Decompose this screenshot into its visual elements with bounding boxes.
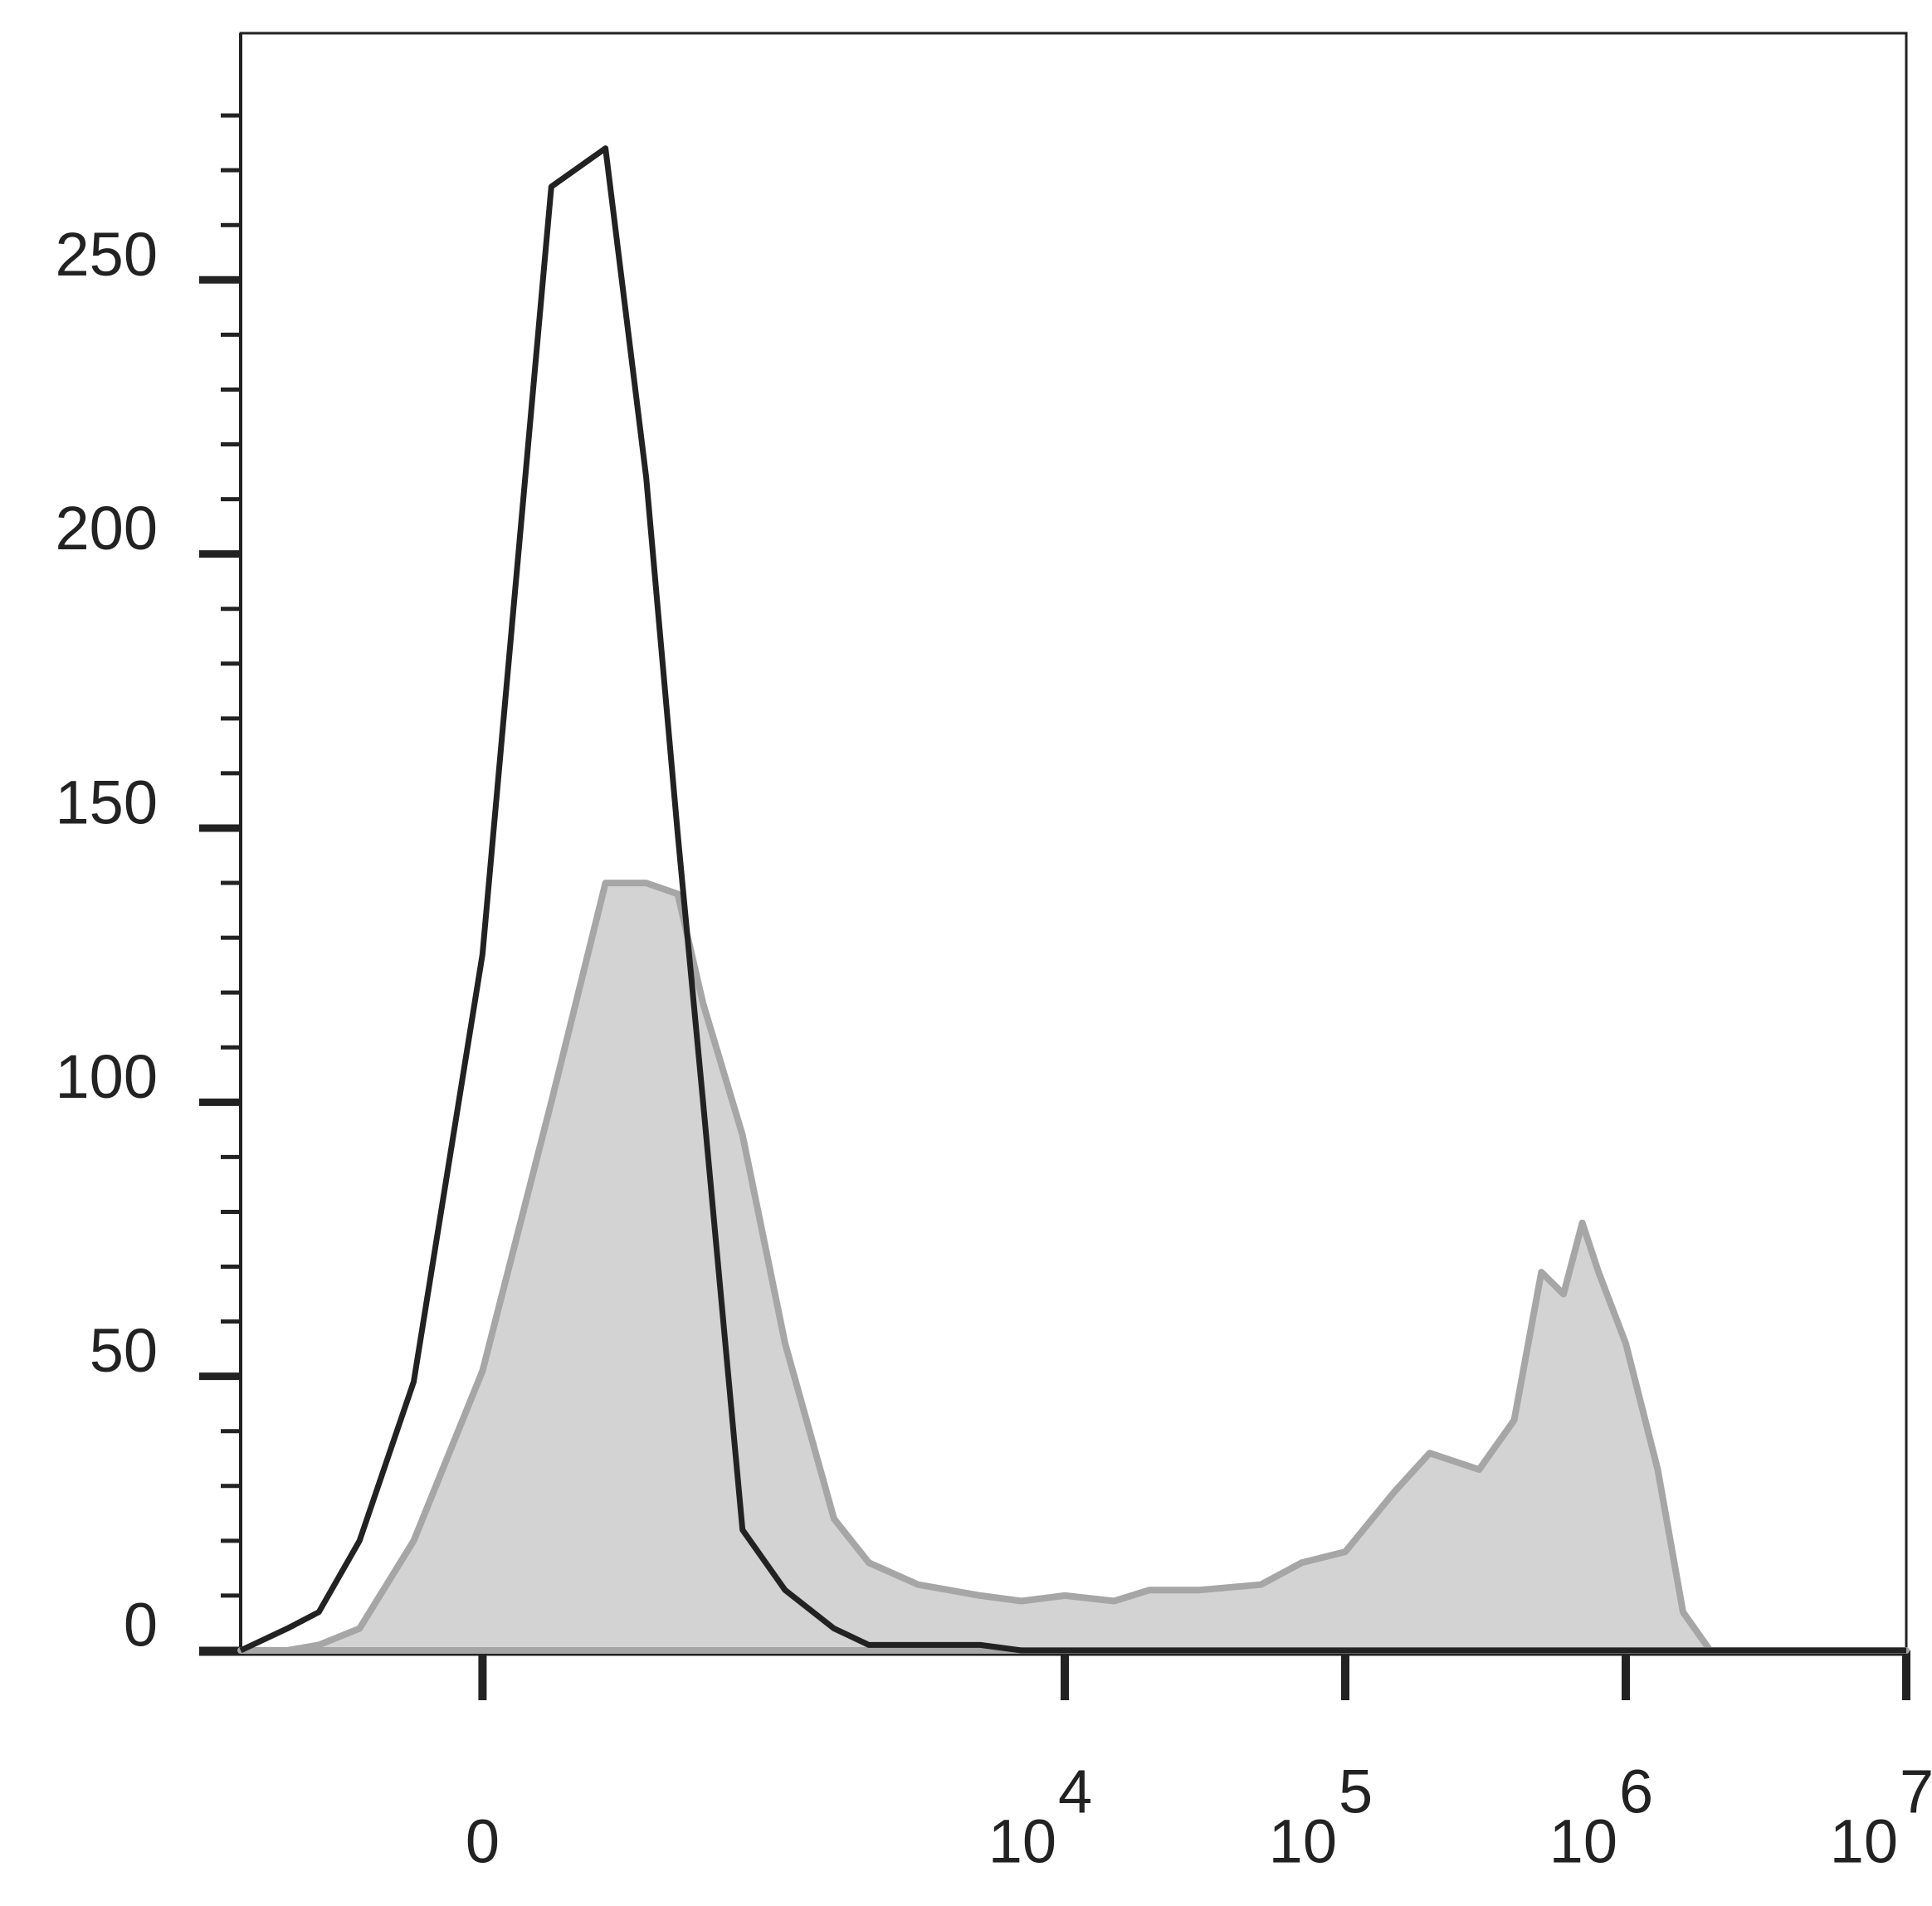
x-tick-label: 10 (988, 1807, 1056, 1876)
x-tick-label: 0 (466, 1807, 500, 1876)
y-tick-label: 150 (56, 768, 158, 837)
y-tick-label: 0 (124, 1591, 158, 1660)
histogram-line (239, 145, 1906, 1654)
x-tick-label: 10 (1549, 1807, 1617, 1876)
x-tick-exponent: 7 (1900, 1757, 1932, 1826)
y-tick-label: 250 (56, 220, 158, 289)
x-tick-exponent: 6 (1619, 1757, 1653, 1826)
x-tick-exponent: 4 (1058, 1757, 1092, 1826)
y-tick-label: 100 (56, 1042, 158, 1111)
y-tick-label: 50 (90, 1316, 158, 1385)
x-tick-label: 10 (1830, 1807, 1898, 1876)
histogram-area (237, 880, 1910, 1654)
y-tick-label: 200 (56, 494, 158, 563)
x-tick-exponent: 5 (1339, 1757, 1373, 1826)
x-tick-label: 10 (1269, 1807, 1337, 1876)
